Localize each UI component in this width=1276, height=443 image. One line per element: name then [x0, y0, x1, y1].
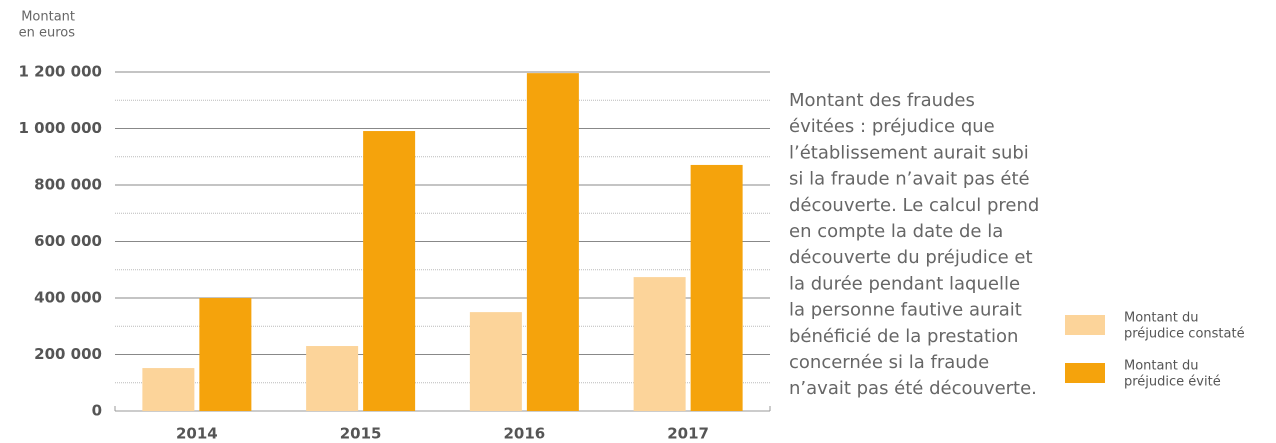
x-tick-label: 2017 [667, 425, 709, 443]
legend-label: Montant du [1124, 311, 1198, 326]
legend-swatch [1065, 363, 1105, 383]
y-tick-label: 400 000 [34, 289, 102, 307]
x-tick-label: 2016 [504, 425, 546, 443]
annotation-line: bénéficié de la prestation [789, 326, 1018, 347]
annotation-line: Montant des fraudes [789, 90, 975, 111]
annotation-line: concernée si la fraude [789, 352, 989, 373]
annotation-line: découverte. Le calcul prend [789, 195, 1039, 216]
annotation-line: n’avait pas été découverte. [789, 378, 1037, 399]
y-tick-label: 1 000 000 [18, 119, 102, 137]
legend-label: préjudice constaté [1124, 327, 1245, 342]
y-tick-label: 0 [92, 402, 102, 420]
annotation-line: si la fraude n’avait pas été [789, 169, 1030, 190]
x-tick-label: 2014 [176, 425, 218, 443]
annotation-line: évitées : préjudice que [789, 116, 995, 137]
y-tick-label: 200 000 [34, 345, 102, 363]
annotation-line: l’établissement aurait subi [789, 142, 1029, 163]
annotation-line: la durée pendant laquelle [789, 273, 1020, 294]
bar [363, 131, 416, 412]
bar [306, 346, 359, 411]
bar [690, 164, 743, 411]
y-axis-label: en euros [19, 26, 76, 41]
legend-label: Montant du [1124, 359, 1198, 374]
legend-label: préjudice évité [1124, 375, 1221, 390]
bar [142, 368, 195, 411]
y-tick-label: 800 000 [34, 176, 102, 194]
annotation-line: en compte la date de la [789, 221, 1003, 242]
bar [469, 312, 522, 411]
y-axis-label: Montant [21, 10, 75, 25]
y-tick-label: 1 200 000 [18, 63, 102, 81]
bar [526, 73, 579, 411]
annotation-line: la personne fautive aurait [789, 300, 1022, 321]
bar [199, 298, 252, 411]
legend-swatch [1065, 315, 1105, 335]
annotation-line: découverte du préjudice et [789, 247, 1033, 268]
y-tick-label: 600 000 [34, 232, 102, 250]
x-tick-label: 2015 [340, 425, 382, 443]
bar [633, 277, 686, 411]
